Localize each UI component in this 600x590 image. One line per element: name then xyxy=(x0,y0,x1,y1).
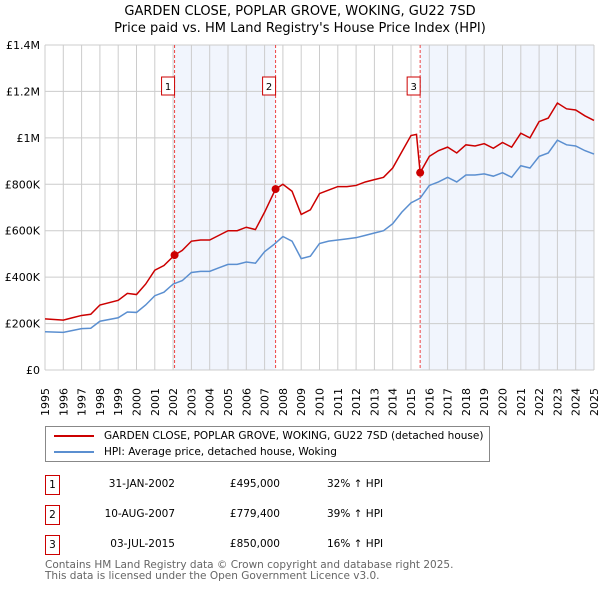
sale-hpi: 32% ↑ HPI xyxy=(327,478,384,490)
x-tick-label: 2001 xyxy=(149,388,162,416)
sale-row-1: 1 31-JAN-2002 £495,000 32% ↑ HPI xyxy=(45,475,465,495)
shaded-period xyxy=(174,45,276,370)
x-tick-label: 2022 xyxy=(533,388,546,416)
x-tick-label: 2018 xyxy=(460,388,473,416)
sale-label-box xyxy=(161,76,176,96)
x-tick-label: 2017 xyxy=(442,388,455,416)
price-chart: 1995 1996 1997 1998 1999 2000 2001 2002 2003 2004… xyxy=(5,39,600,416)
y-tick-label: £600K xyxy=(5,225,41,238)
x-tick-label: 2015 xyxy=(405,388,418,416)
x-tick-label: 2009 xyxy=(295,388,308,416)
sale-point xyxy=(170,251,179,260)
sale-price: £495,000 xyxy=(229,478,280,490)
sale-marker: 3 xyxy=(45,535,60,555)
chart-subtitle: Price paid vs. HM Land Registry's House … xyxy=(114,21,486,36)
sale-row-2: 2 10-AUG-2007 £779,400 39% ↑ HPI xyxy=(45,505,465,525)
sale-date: 31-JAN-2002 xyxy=(108,478,175,490)
x-tick-label: 2025 xyxy=(588,388,600,416)
property-price-line xyxy=(44,101,595,321)
x-tick-label: 2004 xyxy=(204,388,217,416)
x-tick-label: 1995 xyxy=(39,388,52,416)
x-tick-label: 2012 xyxy=(350,388,363,416)
x-tick-label: 2007 xyxy=(259,388,272,416)
hpi-line xyxy=(44,139,595,334)
x-tick-label: 1997 xyxy=(76,388,89,416)
x-tick-label: 2019 xyxy=(478,388,491,416)
sale-price: £779,400 xyxy=(229,508,280,520)
sale-date: 03-JUL-2015 xyxy=(110,538,175,550)
x-tick-label: 2011 xyxy=(332,388,345,416)
legend-swatch-property xyxy=(54,435,94,437)
sale-point xyxy=(271,185,280,194)
x-tick-label: 2010 xyxy=(314,388,327,416)
sale-label: 1 xyxy=(165,82,171,93)
x-tick-label: 2014 xyxy=(387,388,400,416)
chart-title: GARDEN CLOSE, POPLAR GROVE, WOKING, GU22… xyxy=(124,4,476,19)
x-tick-label: 2023 xyxy=(551,388,564,416)
sale-price: £850,000 xyxy=(229,538,280,550)
x-tick-label: 1998 xyxy=(94,388,107,416)
x-tick-label: 1996 xyxy=(57,388,70,416)
sale-point xyxy=(416,168,425,177)
y-tick-label: £1M xyxy=(17,132,41,145)
legend-label-hpi: HPI: Average price, detached house, Woki… xyxy=(104,446,337,458)
x-tick-label: 2016 xyxy=(423,388,436,416)
x-tick-label: 2013 xyxy=(368,388,381,416)
legend: GARDEN CLOSE, POPLAR GROVE, WOKING, GU22… xyxy=(45,426,490,462)
legend-label-property: GARDEN CLOSE, POPLAR GROVE, WOKING, GU22… xyxy=(104,430,484,442)
sale-label-box xyxy=(262,76,277,96)
sale-label: 3 xyxy=(410,82,416,93)
sale-hpi: 16% ↑ HPI xyxy=(327,538,384,550)
x-tick-label: 2020 xyxy=(497,388,510,416)
sale-hpi: 39% ↑ HPI xyxy=(327,508,384,520)
y-tick-label: £0 xyxy=(26,364,40,377)
y-tick-label: £1.2M xyxy=(6,85,40,98)
footer-line-1: Contains HM Land Registry data © Crown c… xyxy=(45,559,454,571)
x-tick-label: 2002 xyxy=(167,388,180,416)
footer-line-2: This data is licensed under the Open Gov… xyxy=(45,570,380,582)
legend-swatch-hpi xyxy=(54,451,94,453)
x-tick-label: 2000 xyxy=(131,388,144,416)
y-tick-label: £800K xyxy=(5,178,41,191)
x-tick-label: 2024 xyxy=(570,388,583,416)
sale-marker: 2 xyxy=(45,505,60,525)
y-tick-label: £400K xyxy=(5,271,41,284)
x-tick-label: 2006 xyxy=(240,388,253,416)
sale-label-box xyxy=(406,76,421,96)
x-tick-label: 2005 xyxy=(222,388,235,416)
x-tick-label: 2003 xyxy=(185,388,198,416)
sale-marker: 1 xyxy=(45,475,60,495)
sale-date: 10-AUG-2007 xyxy=(104,508,175,520)
sale-label: 2 xyxy=(266,82,272,93)
x-tick-label: 2021 xyxy=(515,388,528,416)
sale-row-3: 3 03-JUL-2015 £850,000 16% ↑ HPI xyxy=(45,535,465,555)
y-tick-label: £200K xyxy=(5,318,41,331)
footer: Contains HM Land Registry data © Crown c… xyxy=(45,560,453,582)
x-tick-label: 2008 xyxy=(277,388,290,416)
shaded-period xyxy=(420,45,594,370)
y-tick-label: £1.4M xyxy=(6,39,40,52)
x-tick-label: 1999 xyxy=(112,388,125,416)
